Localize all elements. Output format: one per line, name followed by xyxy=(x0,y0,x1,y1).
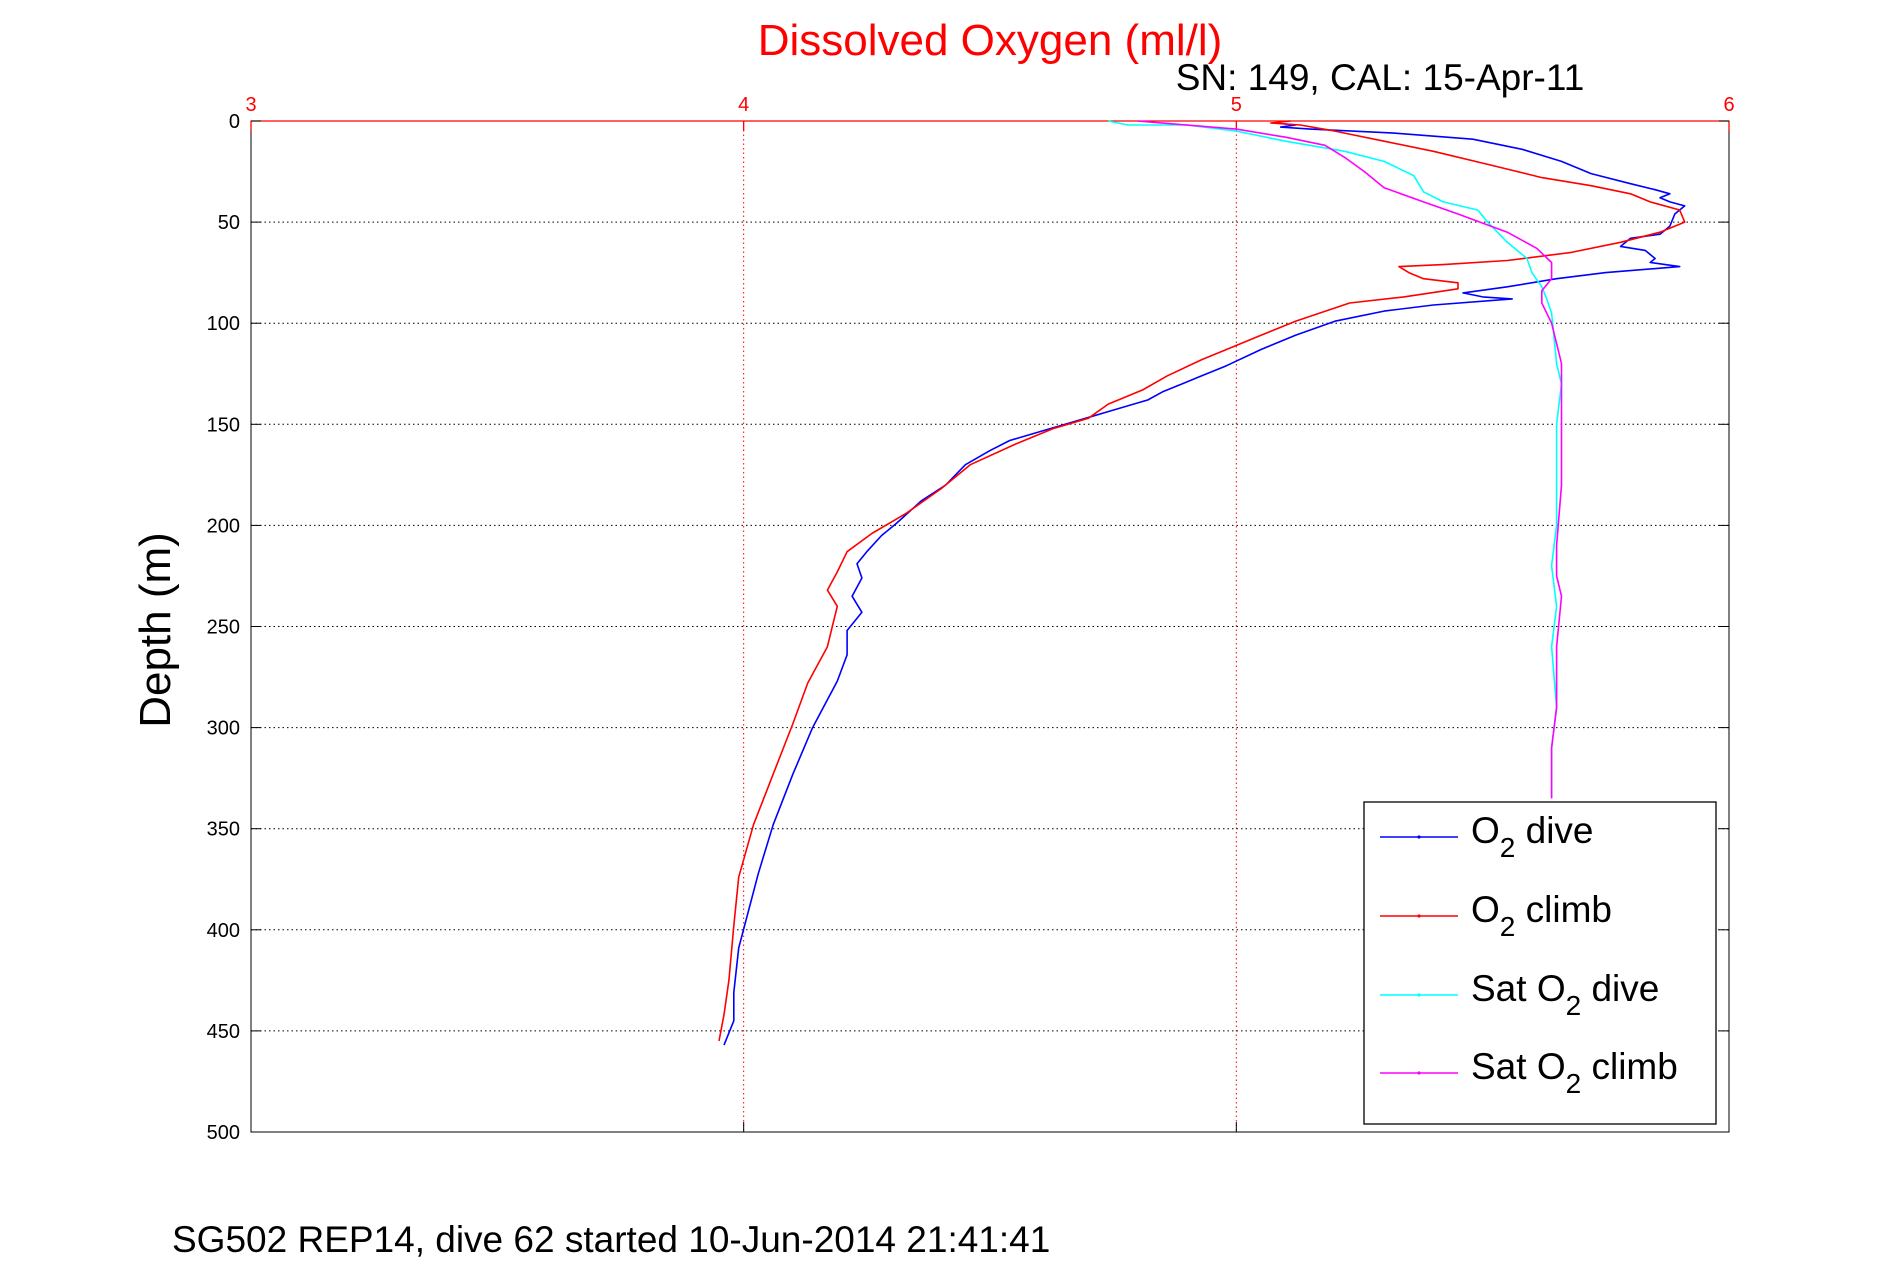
y-tick-label: 350 xyxy=(207,819,240,841)
y-tick-label: 300 xyxy=(207,718,240,740)
legend-label-3: Sat O2 climb xyxy=(1471,1046,1678,1099)
legend-marker-3 xyxy=(1417,1071,1421,1075)
y-tick-label: 500 xyxy=(207,1122,240,1144)
legend-label-main: Sat O xyxy=(1471,1046,1566,1087)
series-line-3 xyxy=(1137,120,1563,799)
legend-label-main: O xyxy=(1471,810,1500,851)
legend-label-subscript: 2 xyxy=(1500,832,1516,863)
series-line-1 xyxy=(718,120,1686,1042)
legend-label-2: Sat O2 dive xyxy=(1471,968,1659,1021)
legend-label-suffix: climb xyxy=(1581,1046,1678,1087)
legend-label-subscript: 2 xyxy=(1500,911,1516,942)
series-layer xyxy=(718,120,1686,1046)
chart-subtitle: SN: 149, CAL: 15-Apr-11 xyxy=(1176,57,1585,98)
legend-label-subscript: 2 xyxy=(1566,990,1582,1021)
legend-label-subscript: 2 xyxy=(1566,1068,1582,1099)
y-tick-label: 100 xyxy=(207,313,240,335)
y-tick-label: 200 xyxy=(207,515,240,537)
x-ticks: 3 4 5 6 xyxy=(245,94,1735,1132)
grid-layer xyxy=(251,121,1729,1132)
legend-label-suffix: dive xyxy=(1581,968,1659,1009)
chart-title: Dissolved Oxygen (ml/l) xyxy=(758,16,1223,65)
series-line-2 xyxy=(1108,120,1563,799)
x-tick-label: 3 xyxy=(245,94,256,116)
legend-label-suffix: dive xyxy=(1515,810,1593,851)
y-tick-label: 0 xyxy=(229,111,240,133)
legend-marker-2 xyxy=(1417,993,1421,997)
legend-label-0: O2 dive xyxy=(1471,810,1594,863)
legend-label-1: O2 climb xyxy=(1471,889,1612,942)
legend-label-suffix: climb xyxy=(1515,889,1612,930)
chart-caption: SG502 REP14, dive 62 started 10-Jun-2014… xyxy=(172,1219,1050,1260)
y-tick-label: 50 xyxy=(218,212,240,234)
legend-box xyxy=(1363,801,1717,1125)
y-tick-label: 250 xyxy=(207,617,240,639)
x-tick-label: 4 xyxy=(738,94,749,116)
y-ticks: 0 50 100 150 200 250 300 350 400 450 500 xyxy=(207,111,1729,1144)
legend-label-main: O xyxy=(1471,889,1500,930)
y-tick-label: 400 xyxy=(207,920,240,942)
x-tick-label: 5 xyxy=(1231,94,1242,116)
y-tick-label: 450 xyxy=(207,1021,240,1043)
legend-marker-0 xyxy=(1417,835,1421,839)
y-tick-label: 150 xyxy=(207,414,240,436)
x-tick-label: 6 xyxy=(1723,94,1734,116)
y-axis-label: Depth (m) xyxy=(131,532,180,728)
legend-marker-1 xyxy=(1417,914,1421,918)
legend-label-main: Sat O xyxy=(1471,968,1566,1009)
series-line-0 xyxy=(723,122,1686,1046)
